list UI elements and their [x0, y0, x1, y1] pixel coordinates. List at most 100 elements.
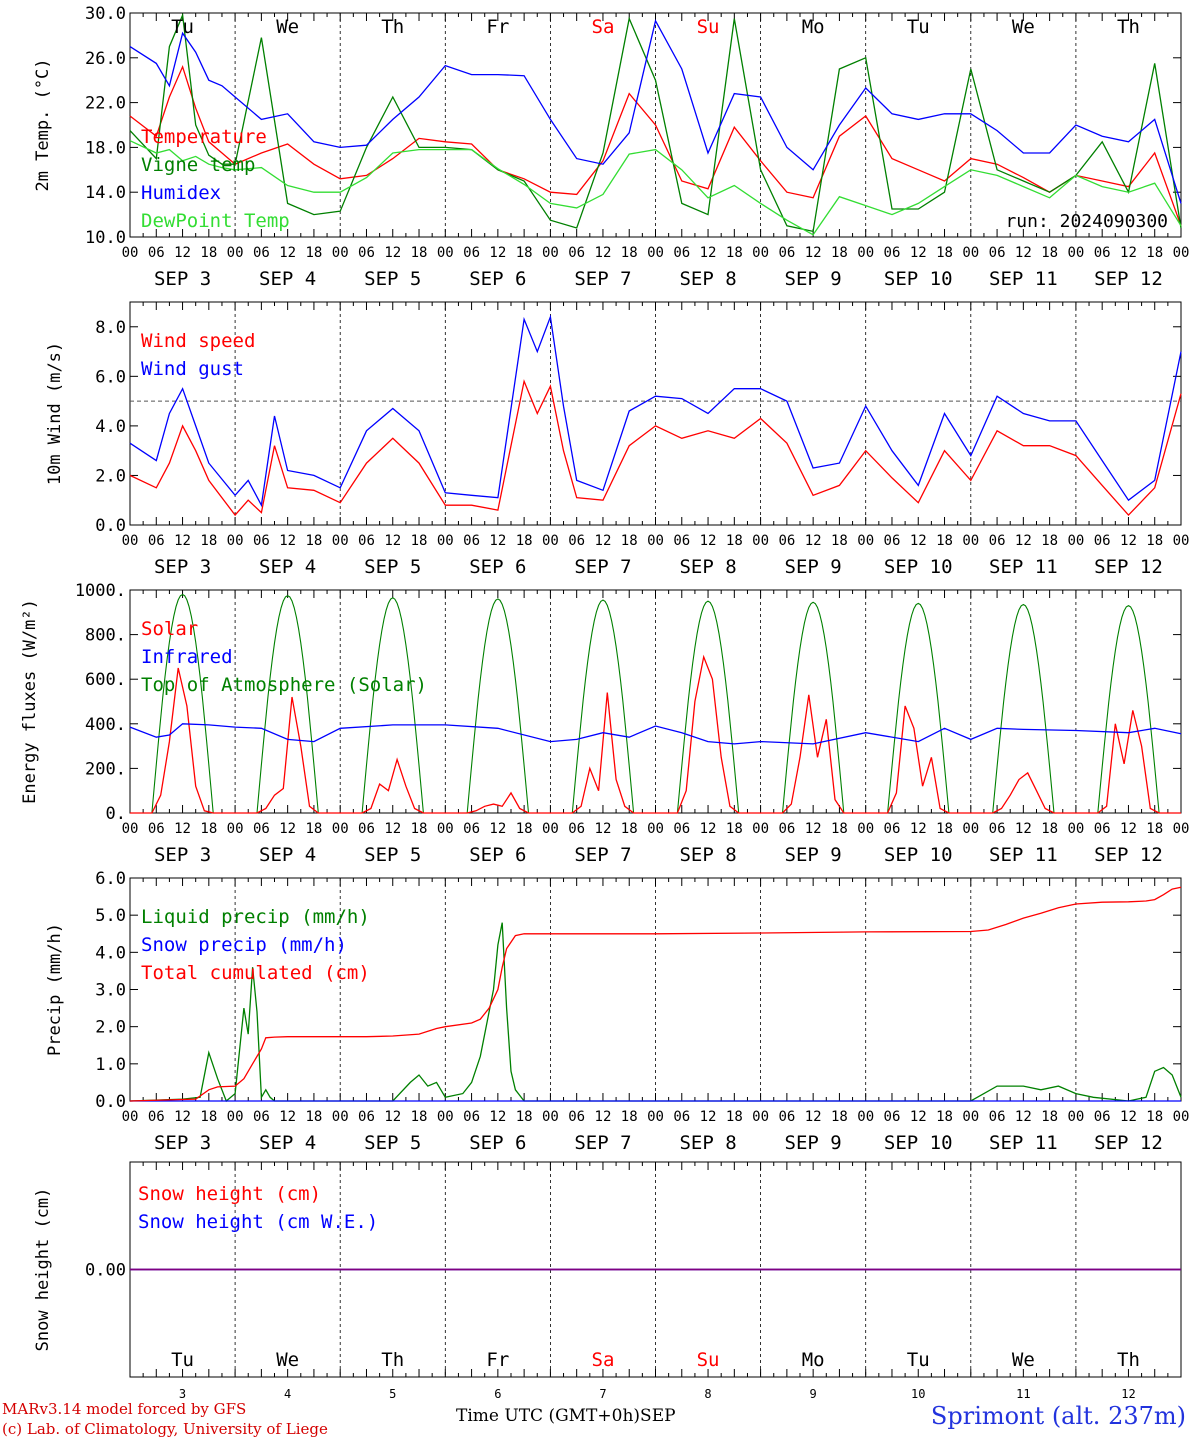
hour-tick-label: 06 [1094, 245, 1111, 261]
date-label: SEP 8 [679, 1132, 736, 1154]
hour-tick-label: 18 [831, 533, 848, 549]
y-tick-label: 5.0 [95, 906, 126, 926]
hour-tick-label: 12 [1015, 1109, 1032, 1125]
hour-tick-label: 00 [437, 245, 454, 261]
hour-tick-label: 06 [148, 245, 165, 261]
hour-tick-label: 06 [463, 821, 480, 837]
hour-tick-label: 00 [1067, 245, 1084, 261]
hour-tick-label: 00 [752, 533, 769, 549]
date-label: SEP 9 [785, 268, 842, 290]
day-name-bottom: Tu [907, 1349, 930, 1371]
date-label: SEP 8 [679, 556, 736, 578]
hour-tick-label: 06 [1094, 533, 1111, 549]
hour-tick-label: 00 [542, 1109, 559, 1125]
day-number: 5 [389, 1387, 396, 1401]
hour-tick-label: 12 [489, 1109, 506, 1125]
infrared-line [129, 723, 1182, 745]
date-label: SEP 11 [989, 1132, 1058, 1154]
hour-tick-label: 18 [411, 821, 428, 837]
hour-tick-label: 00 [122, 533, 139, 549]
legend-wind-speed: Wind speed [141, 330, 255, 352]
date-label: SEP 12 [1094, 1132, 1163, 1154]
hour-tick-label: 18 [621, 821, 638, 837]
day-name-bottom: Mo [802, 1349, 825, 1371]
legend-liquid-precip-mm-h: Liquid precip (mm/h) [141, 906, 370, 928]
hour-tick-label: 18 [516, 245, 533, 261]
day-number: 11 [1016, 1387, 1030, 1401]
hour-tick-label: 12 [595, 1109, 612, 1125]
hour-tick-label: 12 [910, 821, 927, 837]
hour-tick-label: 00 [647, 1109, 664, 1125]
y-tick-label: 10.0 [85, 228, 126, 248]
hour-tick-label: 00 [332, 1109, 349, 1125]
hour-tick-label: 06 [989, 533, 1006, 549]
hour-tick-label: 18 [516, 1109, 533, 1125]
hour-tick-label: 06 [778, 533, 795, 549]
hour-tick-label: 12 [489, 245, 506, 261]
y-axis-label: Precip (mm/h) [45, 923, 65, 1056]
hour-tick-label: 06 [884, 821, 901, 837]
total-cumulated-cm-line [129, 886, 1182, 1102]
date-label: SEP 3 [154, 1132, 211, 1154]
hour-tick-label: 00 [962, 533, 979, 549]
solar-line [130, 654, 1181, 814]
hour-tick-label: 00 [857, 821, 874, 837]
date-label: SEP 9 [785, 1132, 842, 1154]
hour-tick-label: 06 [884, 245, 901, 261]
hour-tick-label: 00 [227, 821, 244, 837]
hour-tick-label: 06 [358, 533, 375, 549]
wind-gust-line [129, 314, 1182, 508]
day-name-top: Su [697, 16, 720, 38]
hour-tick-label: 00 [1173, 245, 1190, 261]
legend-temperature: Temperature [141, 126, 267, 148]
hour-tick-label: 18 [200, 245, 217, 261]
hour-tick-label: 12 [910, 1109, 927, 1125]
hour-tick-label: 06 [253, 533, 270, 549]
y-tick-label: 22.0 [85, 94, 126, 114]
legend-humidex: Humidex [141, 182, 221, 204]
day-name-top: Fr [486, 16, 509, 38]
hour-tick-label: 06 [884, 1109, 901, 1125]
wind-speed-line [129, 379, 1182, 517]
y-tick-label: 26.0 [85, 49, 126, 69]
lab-credit: (c) Lab. of Climatology, University of L… [2, 1420, 328, 1438]
hour-tick-label: 12 [384, 533, 401, 549]
day-name-top: Th [1117, 16, 1140, 38]
station-name: Sprimont (alt. 237m) [930, 1402, 1186, 1430]
day-name-bottom: Th [1117, 1349, 1140, 1371]
model-credit: MARv3.14 model forced by GFS [2, 1400, 247, 1418]
vigne-temp-line [129, 12, 1182, 233]
hour-tick-label: 12 [279, 821, 296, 837]
time-axis-month: SEP [640, 1406, 676, 1426]
y-tick-label: 4.0 [95, 943, 126, 963]
day-name-bottom: We [276, 1349, 299, 1371]
y-tick-label: 4.0 [95, 417, 126, 437]
date-label: SEP 7 [574, 1132, 631, 1154]
day-name-bottom: Th [381, 1349, 404, 1371]
y-tick-label: 600. [85, 670, 126, 690]
y-tick-label: 18.0 [85, 138, 126, 158]
hour-tick-label: 00 [857, 1109, 874, 1125]
legend-total-cumulated-cm: Total cumulated (cm) [141, 962, 370, 984]
hour-tick-label: 00 [437, 1109, 454, 1125]
y-tick-label: 0.00 [85, 1261, 126, 1281]
hour-tick-label: 00 [752, 245, 769, 261]
hour-tick-label: 06 [778, 245, 795, 261]
hour-tick-label: 18 [1041, 1109, 1058, 1125]
hour-tick-label: 12 [595, 245, 612, 261]
date-label: SEP 7 [574, 556, 631, 578]
date-label: SEP 8 [679, 844, 736, 866]
hour-tick-label: 12 [595, 821, 612, 837]
hour-tick-label: 18 [200, 1109, 217, 1125]
hour-tick-label: 12 [1120, 533, 1137, 549]
hour-tick-label: 12 [279, 245, 296, 261]
hour-tick-label: 06 [358, 821, 375, 837]
date-label: SEP 3 [154, 556, 211, 578]
hour-tick-label: 00 [437, 533, 454, 549]
hour-tick-label: 18 [621, 245, 638, 261]
hour-tick-label: 18 [936, 533, 953, 549]
day-name-bottom: Fr [486, 1349, 509, 1371]
hour-tick-label: 18 [726, 1109, 743, 1125]
y-tick-label: 1.0 [95, 1055, 126, 1075]
time-axis-label-text: Time UTC (GMT+0h) [456, 1406, 641, 1426]
